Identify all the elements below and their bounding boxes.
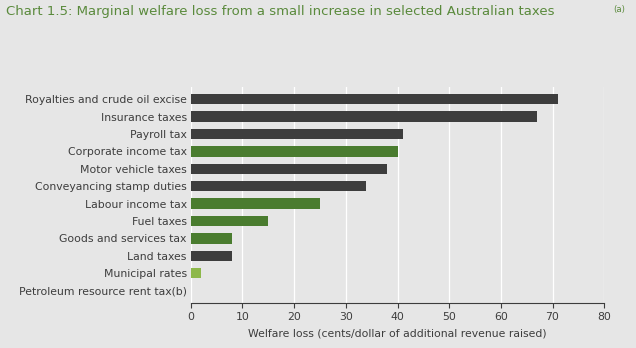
Bar xyxy=(191,94,558,104)
Bar xyxy=(191,233,232,244)
Bar xyxy=(191,216,268,226)
Bar xyxy=(191,164,387,174)
Text: (a): (a) xyxy=(613,5,625,14)
Text: Chart 1.5: Marginal welfare loss from a small increase in selected Australian ta: Chart 1.5: Marginal welfare loss from a … xyxy=(6,5,555,18)
Bar xyxy=(191,181,366,191)
Bar xyxy=(191,198,320,209)
Bar xyxy=(191,146,398,157)
Bar xyxy=(191,129,403,139)
Bar xyxy=(191,268,201,278)
Legend: Australian government, State governments, Local government: Australian government, State governments… xyxy=(183,347,612,348)
Bar xyxy=(191,251,232,261)
X-axis label: Welfare loss (cents/dollar of additional revenue raised): Welfare loss (cents/dollar of additional… xyxy=(248,328,547,338)
Bar xyxy=(191,111,537,122)
